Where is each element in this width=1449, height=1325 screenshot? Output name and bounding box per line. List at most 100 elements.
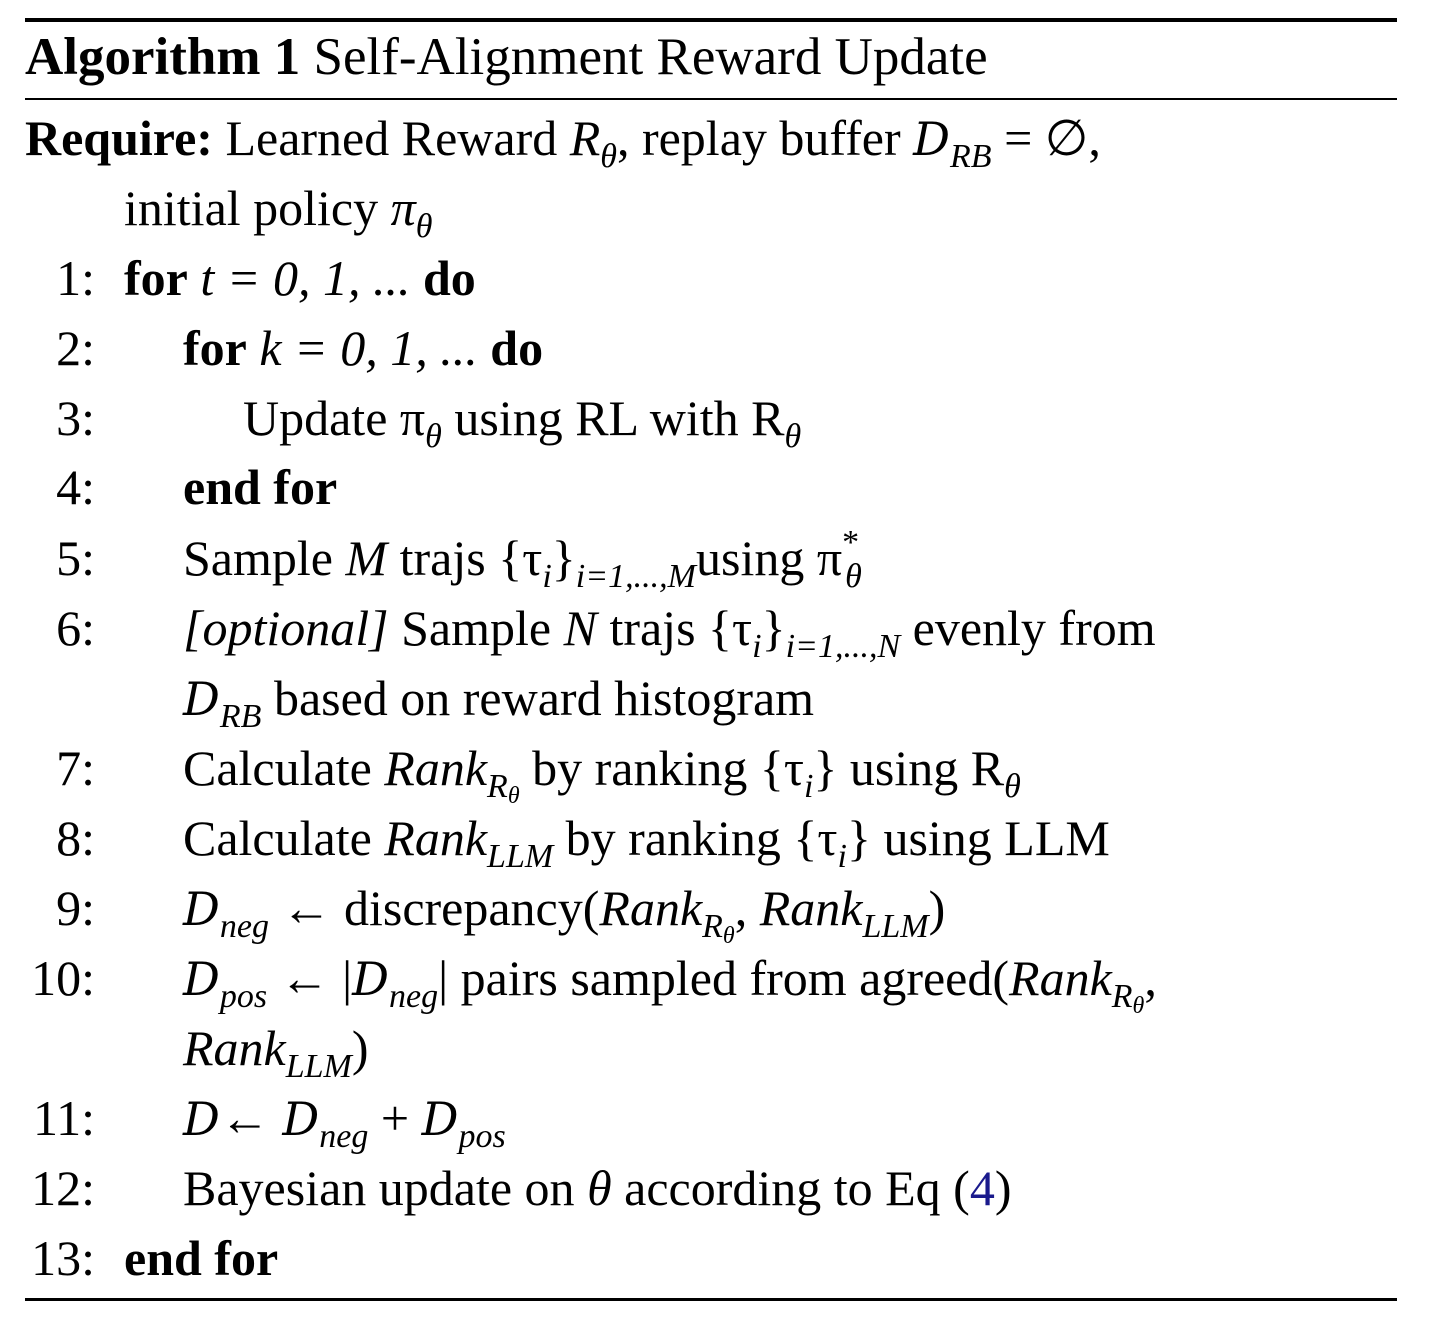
require-text: , replay buffer [616,110,914,166]
algorithm-name: Self-Alignment Reward Update [313,28,988,86]
math-D: D [183,882,220,936]
math-subsub: θ [507,783,520,809]
math-sub: i [803,768,814,805]
step-text: by ranking {τ [553,810,838,866]
step-11: D← Dneg + Dpos [183,1086,506,1154]
keyword: for [183,320,247,376]
math-rank: Rank [599,880,703,936]
math-D: D [913,112,951,166]
step-2: for k = 0, 1, ... do [183,316,543,380]
step-text: trajs {τ [596,600,753,656]
math-sub: i [837,838,847,875]
math-pi: π [390,180,416,236]
math-subsub: θ [722,923,735,949]
math-expr: t = 0, 1, ... [187,250,423,306]
require-line-2: initial policy πθ [124,176,432,244]
require-text: Learned Reward [225,110,570,166]
line-number: 4: [56,459,95,515]
math-D: D [183,672,220,726]
step-text: Calculate [183,810,385,866]
step-text: using π [696,530,843,586]
step-text: Sample [388,600,564,656]
line-number: 5: [56,530,95,586]
line-number: 1: [56,250,95,306]
math-D: D [421,1092,459,1146]
step-6-cont: DRB based on reward histogram [183,666,814,734]
step-text: Sample [183,530,346,586]
step-10: Dpos ← |Dneg| pairs sampled from agreed(… [183,946,1157,1018]
math-D: D [282,1092,320,1146]
line-number: 6: [56,600,95,656]
step-text: | pairs sampled from agreed( [438,950,1010,1006]
step-7: Calculate RankRθ by ranking {τi} using R… [183,736,1021,808]
math-rank: Rank [384,740,488,796]
bottom-rule [25,1298,1397,1301]
math-sub: RB [219,698,262,735]
keyword: do [490,320,544,376]
math-sub: θ [415,208,433,245]
optional-tag: [optional] [183,600,389,656]
top-rule [25,18,1397,22]
step-6: [optional] Sample N trajs {τi}i=1,...,N … [183,596,1156,664]
math-D: D [352,952,390,1006]
step-text: trajs {τ [387,530,543,586]
require-text: initial policy [124,180,391,236]
title-rule [25,98,1397,100]
line-number: 12: [31,1160,95,1216]
step-text: } using R [813,740,1005,796]
step-text: ← discrepancy( [268,880,600,936]
math-R: R [569,110,601,166]
math-sub: i [542,558,552,595]
step-text: } using LLM [846,810,1110,866]
keyword: do [422,250,476,306]
step-text: by ranking {τ [519,740,804,796]
math-sub: Rθ [487,768,520,809]
step-10-cont: RankLLM) [183,1016,369,1084]
step-text: , [1144,950,1157,1006]
math-subsub: θ [1132,993,1145,1019]
step-text: Update π [243,390,426,446]
math-rank: Rank [384,810,488,866]
math-sub: θ [845,558,862,595]
math-theta: θ [587,1160,612,1216]
math-sub: θ [600,138,617,175]
step-4: end for [183,455,337,519]
math-D: D [183,952,220,1006]
step-text: , [734,880,760,936]
math-sub: LLM [862,908,929,945]
math-sub: i=1,...,N [785,628,901,665]
step-text: ) [351,1020,369,1076]
math-rank: Rank [183,1020,286,1076]
line-number: 2: [56,320,95,376]
algorithm-title: Algorithm 1 Self-Alignment Reward Update [25,24,988,90]
math-sub: neg [389,978,439,1015]
math-sub-text: R [1111,978,1133,1015]
step-text: Bayesian update on [183,1160,588,1216]
math-D: D [183,1092,220,1146]
step-text: ) [928,880,946,936]
brace: } [761,600,786,656]
step-text: ← [219,1090,283,1146]
step-3: Update πθ using RL with Rθ [243,386,801,454]
math-sub: RB [950,138,992,175]
math-sub-text: R [702,908,723,945]
step-13: end for [124,1226,278,1290]
step-5: Sample M trajs {τi}i=1,...,Musing π*θ [183,526,862,594]
require-label: Require: [25,110,213,166]
equation-ref-link[interactable]: 4 [969,1160,995,1216]
math-sub: i [752,628,762,665]
step-text: evenly from [900,600,1156,656]
math-sub: neg [219,908,269,945]
math-N: N [563,600,597,656]
line-number: 7: [56,740,95,796]
step-text: according to Eq ( [611,1160,970,1216]
line-number: 8: [56,810,95,866]
step-text: using RL with R [441,390,785,446]
math-sub: Rθ [1111,978,1145,1019]
line-number: 9: [56,880,95,936]
math-rank: Rank [759,880,863,936]
line-number: 3: [56,390,95,446]
keyword: for [124,250,188,306]
math-sub: θ [784,418,802,455]
step-8: Calculate RankLLM by ranking {τi} using … [183,806,1110,874]
